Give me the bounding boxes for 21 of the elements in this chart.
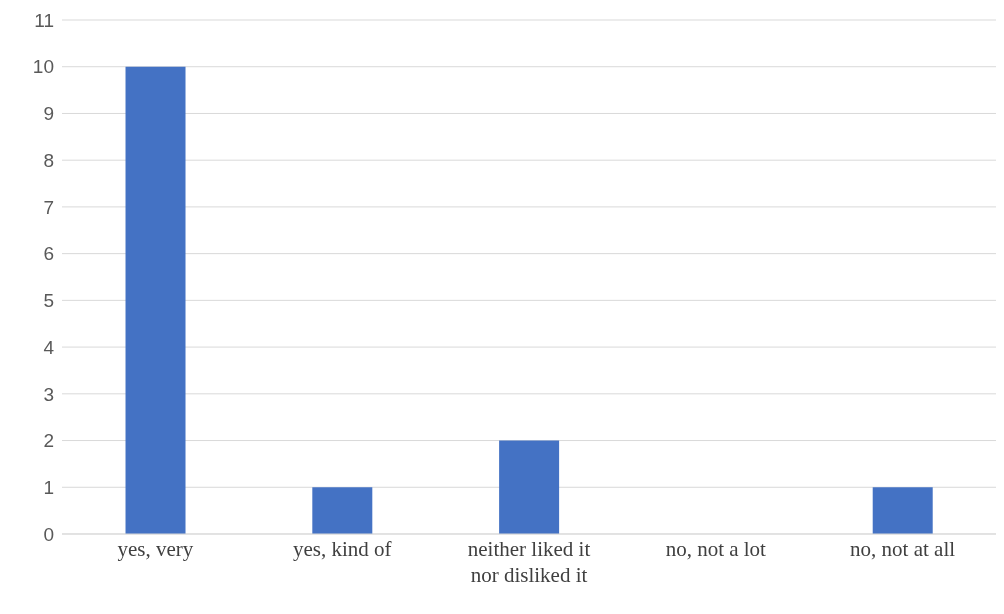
x-tick-label: no, not a lot [665,537,767,561]
bar [499,440,560,534]
bar [872,487,933,534]
y-tick-label: 0 [43,523,54,545]
x-tick-label: neither liked it nor disliked it [467,537,591,587]
x-tick-label: no, not at all [850,537,956,561]
y-tick-label: 7 [43,196,54,218]
y-tick-label: 10 [32,56,54,78]
bar [125,66,186,534]
y-tick-label: 4 [43,336,55,358]
y-tick-label: 8 [43,149,54,171]
bar [312,487,373,534]
x-tick-label: yes, very [117,537,194,561]
x-tick-label: yes, kind of [292,537,392,561]
y-tick-label: 9 [43,103,54,125]
y-tick-label: 3 [43,383,54,405]
y-tick-label: 2 [43,430,54,452]
y-tick-label: 5 [43,290,54,312]
y-tick-label: 6 [43,243,54,265]
y-tick-label: 1 [43,477,54,499]
y-tick-label: 11 [34,9,54,31]
